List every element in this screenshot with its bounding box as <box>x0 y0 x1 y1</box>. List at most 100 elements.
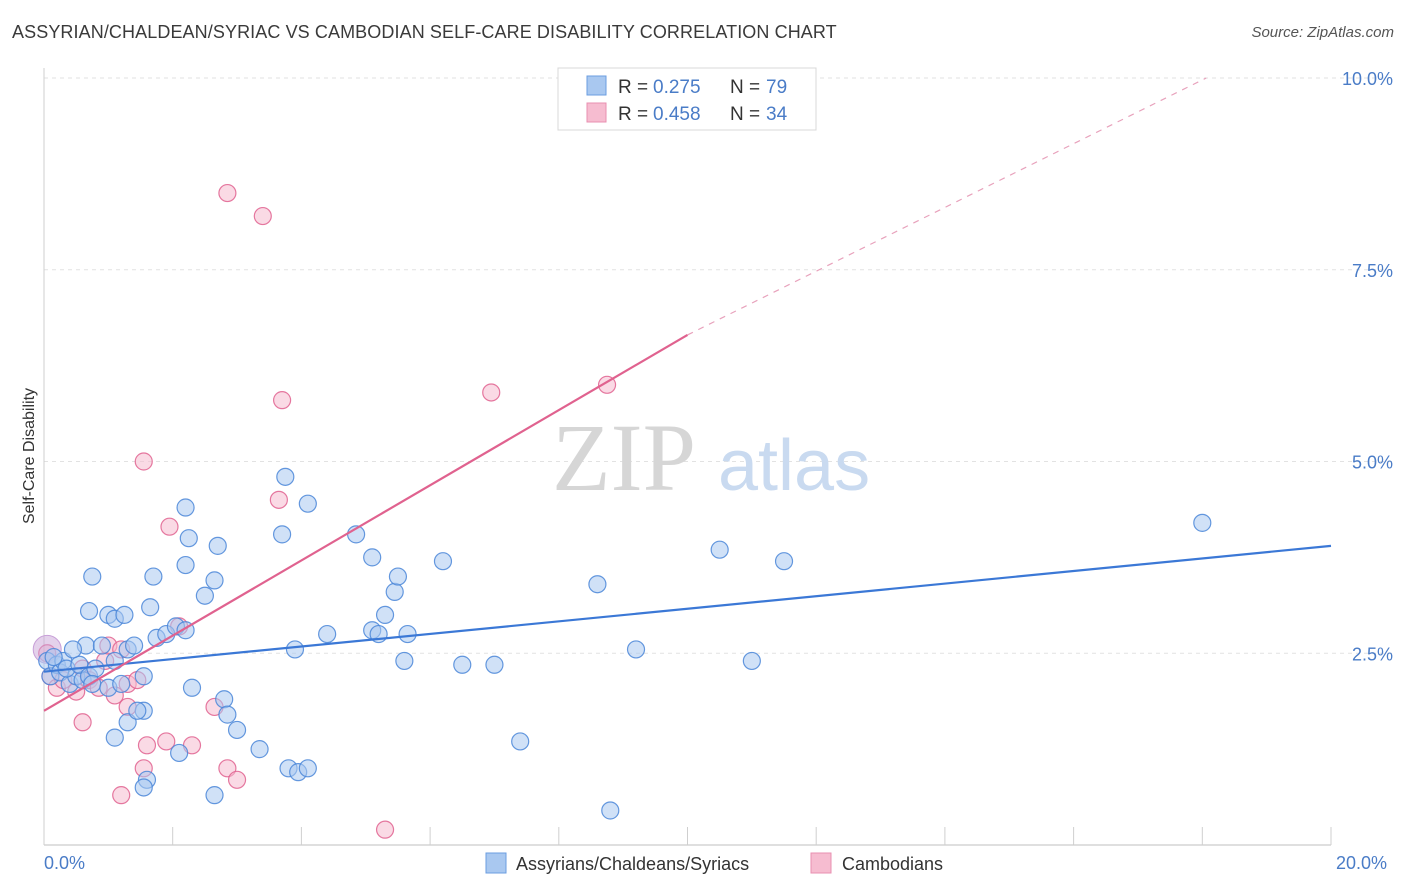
assyrians-point-32 <box>83 567 102 586</box>
assyrians-point-60 <box>710 540 729 559</box>
legend-n-value-1: 79 <box>766 77 787 98</box>
assyrians-point-59 <box>626 640 646 659</box>
assyrians-point-39 <box>179 529 198 548</box>
assyrians-point-37 <box>208 536 227 555</box>
cambodians-point-24 <box>134 452 153 471</box>
legend-swatch-pink <box>586 102 607 123</box>
cambodians-point-16 <box>137 736 157 755</box>
assyrians-point-33 <box>144 567 163 586</box>
correlation-legend: R = 0.275 N = 79 R = 0.458 N = 34 <box>557 67 817 131</box>
legend-r-label-1: R = <box>618 77 648 98</box>
assyrians-point-80 <box>1193 513 1212 532</box>
cambodians-point-29 <box>269 490 288 509</box>
assyrians-point-78 <box>601 801 620 820</box>
y-tick-label-0: 2.5% <box>1352 644 1393 664</box>
assyrians-point-9 <box>44 647 63 667</box>
assyrians-point-66 <box>128 701 147 720</box>
legend-n-value-2: 34 <box>766 104 788 125</box>
assyrians-point-16 <box>92 636 112 655</box>
watermark-atlas: atlas <box>718 426 870 506</box>
assyrians-point-61 <box>742 651 761 671</box>
assyrians-point-46 <box>388 567 408 586</box>
assyrians-point-34 <box>176 555 195 575</box>
assyrians-point-26 <box>141 598 160 617</box>
y-tick-label-2: 7.5% <box>1352 261 1393 281</box>
grid-lines <box>44 77 1394 654</box>
assyrians-point-57 <box>395 651 414 671</box>
legend-n-label-2: N = <box>730 104 760 125</box>
y-tick-label-3: 10.0% <box>1342 69 1393 89</box>
cambodians-trend-extension <box>687 77 1207 336</box>
axes <box>43 68 1332 846</box>
assyrians-point-58 <box>588 575 607 594</box>
legend-r-label-2: R = <box>618 104 648 125</box>
assyrians-point-38 <box>176 498 195 517</box>
assyrians-point-45 <box>385 582 404 601</box>
cambodians-point-30 <box>482 383 501 402</box>
bottom-legend-label-2: Cambodians <box>842 854 943 874</box>
y-tick-labels: 2.5% 5.0% 7.5% 10.0% <box>1342 69 1393 664</box>
assyrians-points <box>38 467 1212 820</box>
bottom-legend-swatch-pink <box>810 852 832 874</box>
assyrians-point-14 <box>63 640 83 659</box>
assyrians-point-41 <box>276 467 295 486</box>
assyrians-trend-line <box>43 544 1332 673</box>
assyrians-point-50 <box>318 624 337 644</box>
assyrians-point-62 <box>774 552 794 571</box>
assyrians-point-44 <box>363 548 382 567</box>
assyrians-point-52 <box>398 624 417 644</box>
assyrians-point-56 <box>511 732 530 751</box>
assyrians-point-68 <box>182 678 202 697</box>
y-axis-label: Self-Care Disability <box>21 388 38 524</box>
cambodians-point-17 <box>157 732 176 751</box>
cambodians-point-26 <box>218 183 237 203</box>
assyrians-point-47 <box>375 605 395 625</box>
legend-r-value-1: 0.275 <box>653 77 701 98</box>
assyrians-point-19 <box>112 674 131 694</box>
cambodians-point-28 <box>272 391 292 410</box>
x-tick-max: 20.0% <box>1336 853 1387 873</box>
assyrians-point-21 <box>124 636 144 655</box>
assyrians-point-35 <box>195 586 214 605</box>
chart-title: ASSYRIAN/CHALDEAN/SYRIAC VS CAMBODIAN SE… <box>12 22 837 42</box>
assyrians-point-54 <box>433 552 453 571</box>
cambodians-point-21 <box>227 770 247 789</box>
assyrians-point-71 <box>227 720 247 740</box>
assyrians-point-51 <box>285 640 305 659</box>
assyrians-point-53 <box>453 655 472 674</box>
series-legend: Assyrians/Chaldeans/Syriacs Cambodians <box>485 852 943 874</box>
assyrians-point-67 <box>170 743 189 763</box>
x-tick-min: 0.0% <box>44 853 85 873</box>
cambodians-point-14 <box>73 713 92 732</box>
trend-lines <box>43 77 1332 712</box>
assyrians-point-77 <box>134 778 153 797</box>
assyrians-point-42 <box>298 494 317 513</box>
assyrians-point-79 <box>205 786 224 805</box>
assyrians-point-55 <box>485 655 504 674</box>
assyrians-point-64 <box>105 728 124 747</box>
assyrians-point-72 <box>250 740 269 759</box>
assyrians-point-70 <box>218 705 237 724</box>
assyrians-point-25 <box>115 605 134 625</box>
assyrians-point-12 <box>86 659 105 678</box>
cambodians-point-27 <box>253 206 272 226</box>
cambodians-trend-line <box>43 333 689 712</box>
y-tick-label-1: 5.0% <box>1352 453 1393 473</box>
cambodians-point-23 <box>112 786 131 805</box>
cambodians-point-32 <box>375 820 395 839</box>
assyrians-point-22 <box>134 667 153 686</box>
assyrians-point-69 <box>215 690 234 709</box>
assyrians-point-40 <box>272 525 292 544</box>
legend-r-value-2: 0.458 <box>653 104 701 125</box>
legend-n-label-1: N = <box>730 77 760 98</box>
assyrians-point-31 <box>79 601 99 621</box>
cambodians-point-25 <box>160 517 179 536</box>
watermark-zip: ZIP <box>552 404 696 511</box>
bottom-legend-label-1: Assyrians/Chaldeans/Syriacs <box>516 854 749 874</box>
assyrians-point-36 <box>205 571 224 590</box>
source-label: Source: ZipAtlas.com <box>1251 24 1394 41</box>
legend-swatch-blue <box>586 75 607 96</box>
bottom-legend-swatch-blue <box>485 852 507 874</box>
assyrians-point-75 <box>298 759 317 778</box>
